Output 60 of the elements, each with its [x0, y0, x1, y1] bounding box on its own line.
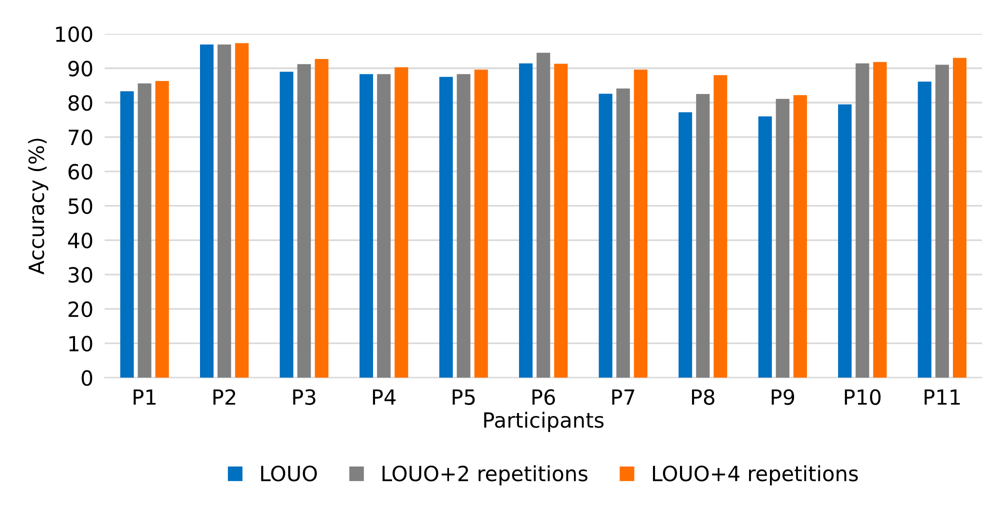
y-tick-label: 30 [68, 267, 92, 283]
bar [394, 67, 408, 378]
bar [918, 82, 932, 378]
bar [793, 95, 807, 378]
y-tick-label: 40 [68, 232, 92, 248]
bar [952, 58, 966, 378]
bar [714, 75, 728, 378]
x-tick-label: P7 [612, 389, 634, 405]
bar [456, 74, 470, 378]
bar [536, 52, 550, 378]
bar [297, 64, 311, 378]
bar [776, 98, 790, 378]
bar [696, 94, 710, 378]
y-tick-label: 100 [56, 26, 92, 42]
bar [474, 70, 488, 378]
bar [873, 62, 887, 378]
y-tick-label: 90 [68, 60, 92, 76]
x-axis-title: Participants [484, 412, 604, 432]
x-tick-label: P6 [532, 389, 555, 405]
x-tick-label: P9 [772, 389, 794, 405]
bar [280, 72, 294, 378]
legend-label: LOUO [261, 466, 317, 482]
y-tick-label: 20 [68, 301, 92, 318]
bar [598, 94, 612, 378]
bar [838, 104, 852, 378]
legend-label: LOUO+4 repetitions [652, 465, 858, 486]
bar [519, 63, 533, 378]
bar [235, 43, 249, 378]
y-tick-label: 10 [69, 336, 92, 352]
bar [314, 58, 328, 378]
x-tick-label: P1 [134, 389, 156, 405]
y-axis-title: Accuracy (%) [28, 138, 48, 275]
x-tick-label: P8 [692, 389, 714, 405]
bar [138, 83, 152, 378]
x-tick-label: P2 [213, 389, 236, 405]
bar [678, 112, 692, 378]
bar [377, 74, 391, 378]
bar [155, 80, 169, 378]
x-tick-label: P10 [844, 389, 881, 405]
bar [856, 63, 870, 378]
x-tick-label: P3 [293, 389, 316, 405]
x-tick-label: P4 [372, 389, 396, 405]
legend-label: LOUO+2 repetitions [382, 465, 588, 486]
bar [218, 44, 232, 378]
bar [200, 44, 214, 378]
bar [935, 64, 949, 378]
x-tick-label: P11 [924, 389, 960, 405]
bar [439, 76, 453, 378]
y-tick-label: 80 [68, 95, 92, 111]
bar [554, 64, 568, 378]
x-tick-label: P5 [452, 389, 475, 405]
bar [616, 88, 630, 378]
bar [634, 70, 648, 378]
y-tick-label: 0 [82, 370, 92, 386]
y-tick-label: 70 [68, 129, 92, 146]
y-tick-label: 60 [68, 164, 92, 180]
bar [758, 116, 772, 378]
y-tick-label: 50 [68, 198, 92, 214]
bar [120, 91, 134, 378]
bar [360, 74, 374, 378]
